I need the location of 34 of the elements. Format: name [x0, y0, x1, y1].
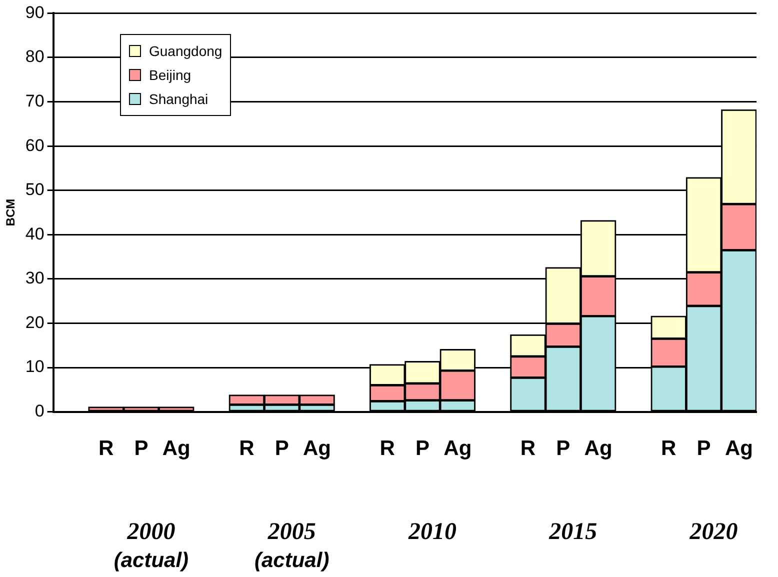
x-tick-label: P [274, 437, 289, 460]
x-tick-label: R [661, 437, 676, 460]
y-tick-label: 20 [25, 312, 44, 332]
legend-label: Guangdong [149, 43, 222, 59]
x-tick-label: R [98, 437, 114, 460]
y-tick-label: 10 [25, 357, 44, 376]
text: 2005 (actual) [254, 519, 330, 572]
text: 2015 [548, 519, 598, 546]
x-tick-label: P [556, 437, 570, 460]
y-tick-label: 40 [25, 224, 44, 244]
text: 2010 [408, 519, 456, 546]
text: 2000 (actual) [114, 519, 189, 572]
x-tick-label: Ag [303, 437, 332, 460]
x-tick-label: Ag [444, 437, 472, 460]
x-tick-label: P [134, 437, 148, 460]
x-tick-label: R [380, 437, 395, 460]
x-tick-label: R [239, 437, 254, 460]
x-tick-label: P [696, 437, 711, 460]
y-tick-label: 80 [25, 47, 44, 66]
x-tick-label: Ag [584, 437, 612, 460]
y-tick-label: 90 [25, 2, 44, 22]
y-axis-title: BCM [4, 198, 18, 226]
y-tick-label: 60 [25, 136, 44, 155]
y-tick-label: 0 [34, 401, 44, 420]
x-tick-label: P [415, 437, 430, 460]
y-tick-label: 70 [25, 91, 44, 110]
y-tick-label: 50 [25, 180, 44, 200]
x-tick-label: Ag [724, 437, 753, 460]
x-tick-label: R [520, 437, 536, 460]
x-tick-label: Ag [162, 437, 190, 460]
legend-label: Shanghai [149, 91, 208, 107]
legend-label: Beijing [149, 67, 192, 83]
text: 2020 [688, 519, 738, 546]
y-tick-label: 30 [25, 268, 44, 288]
